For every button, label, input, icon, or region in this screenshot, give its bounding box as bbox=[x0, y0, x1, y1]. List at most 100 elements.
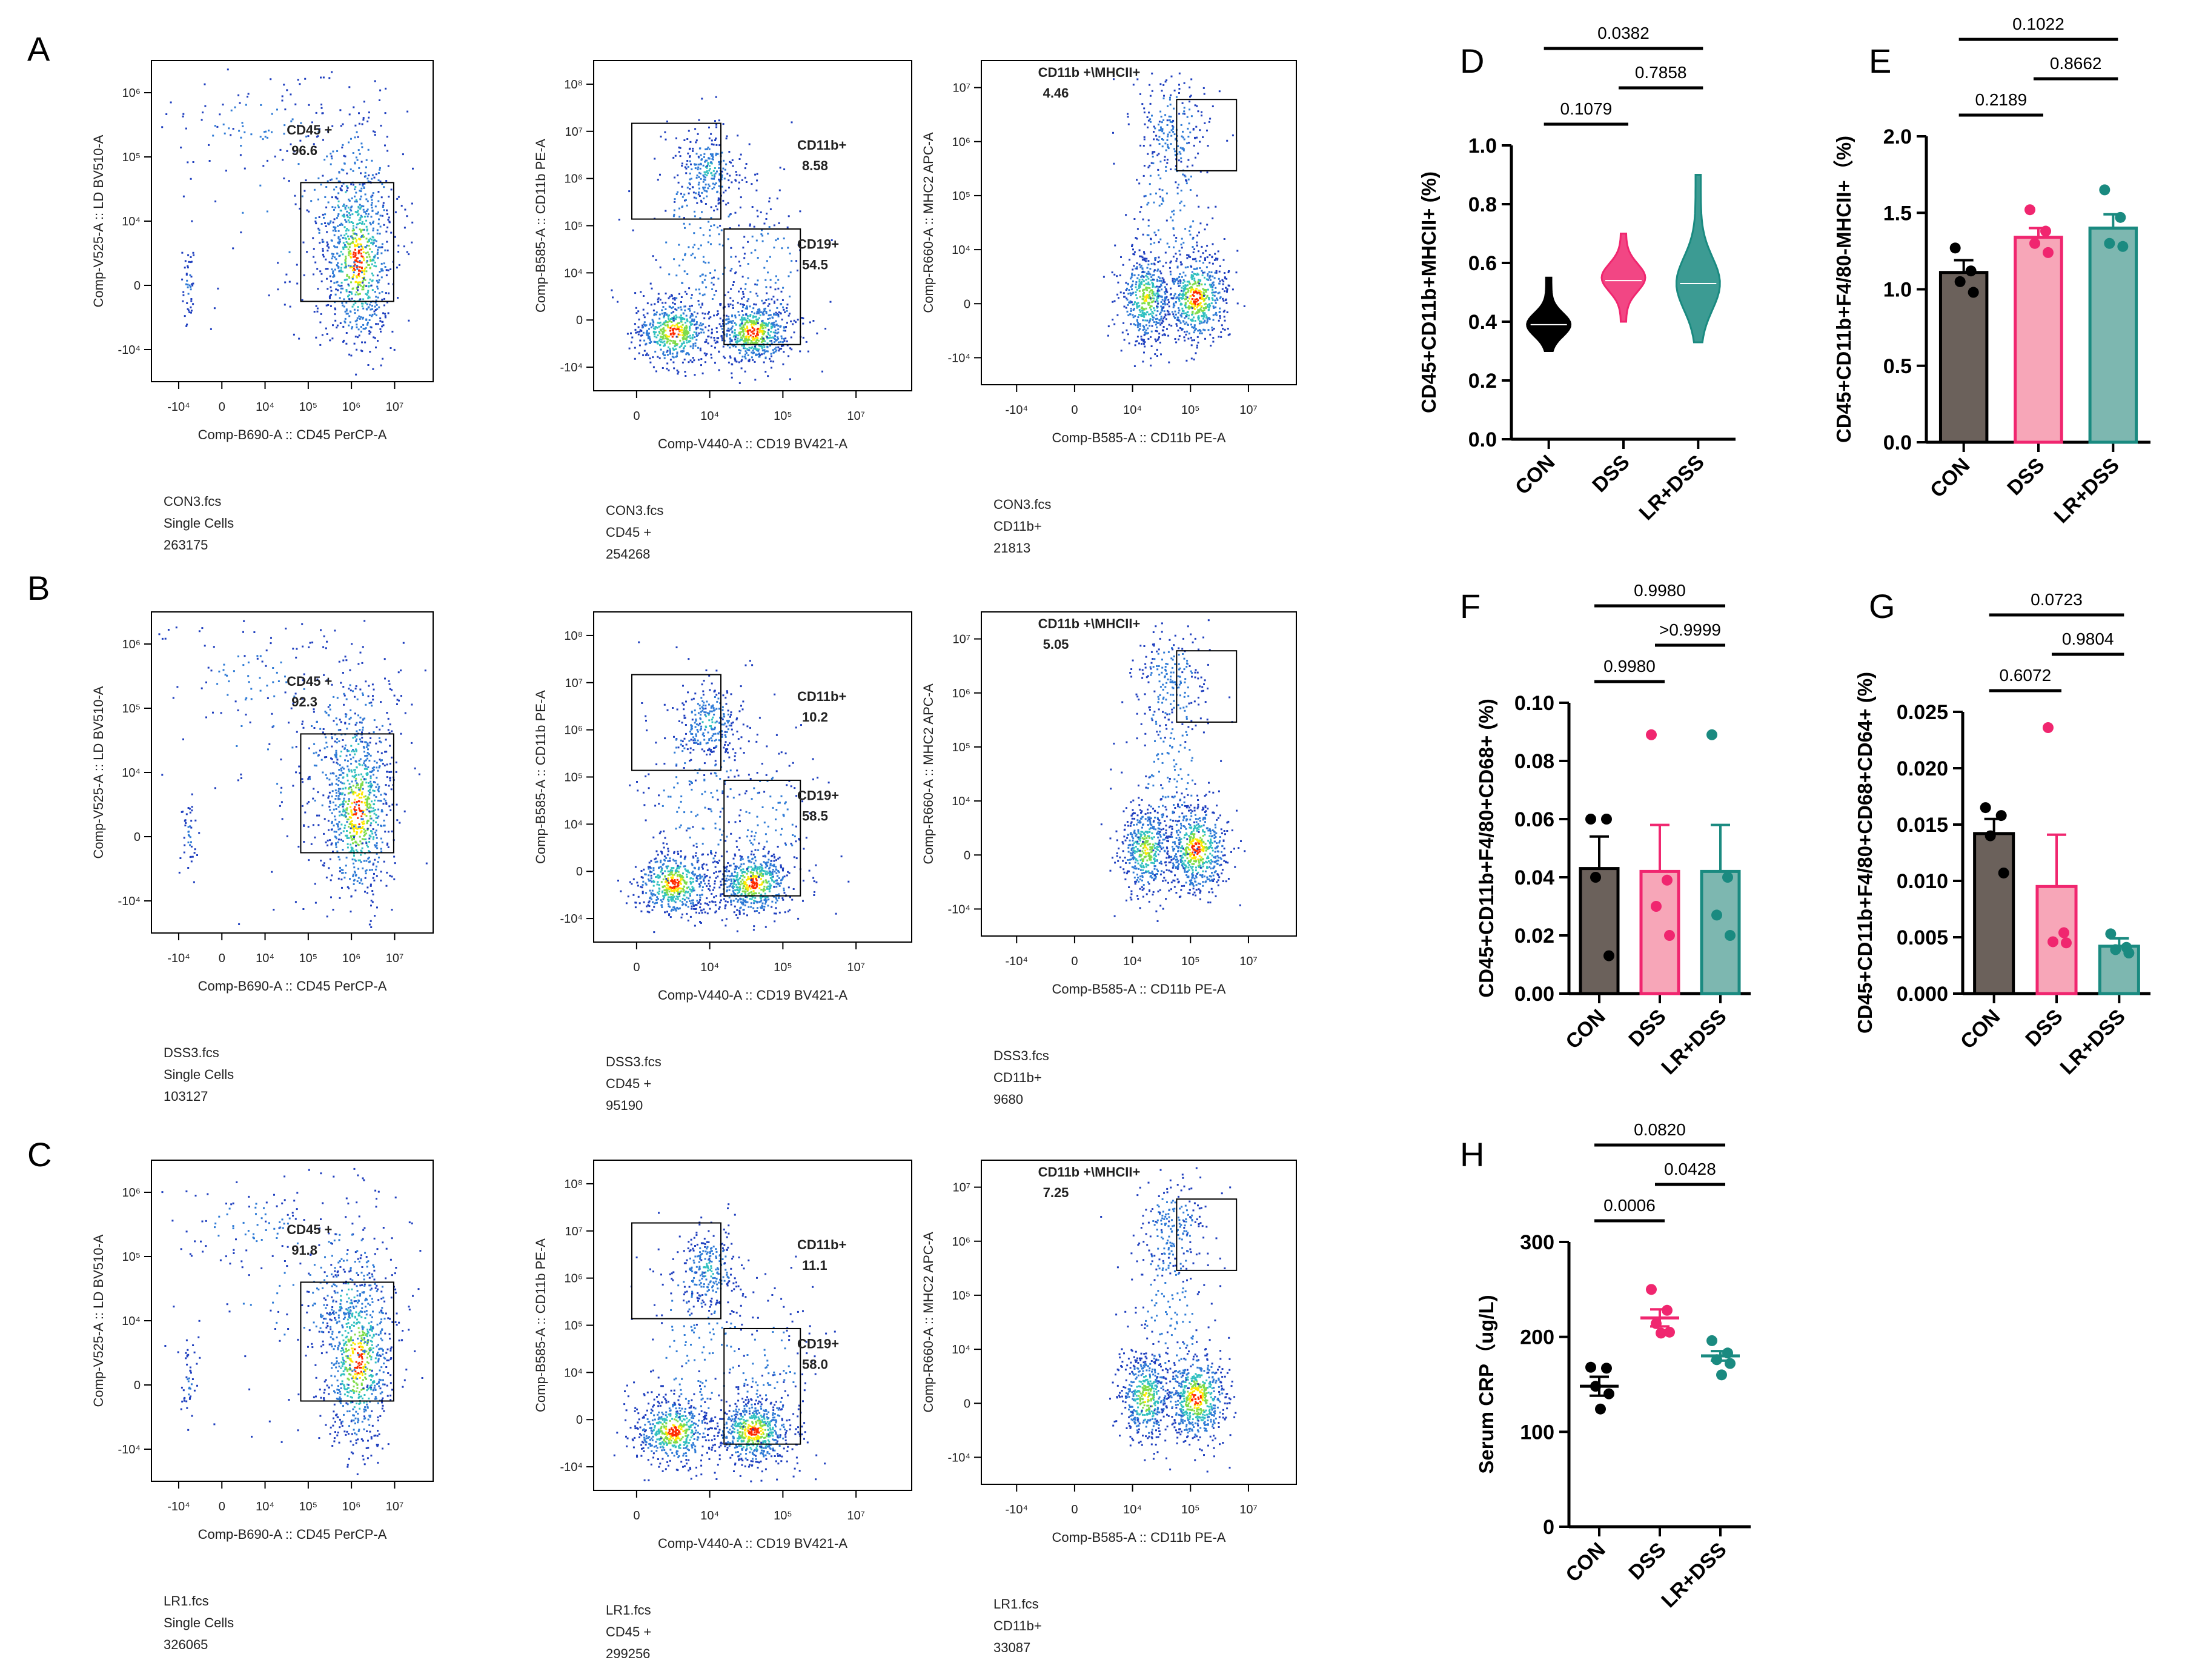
data-point bbox=[1662, 1304, 1673, 1316]
x-tick-label: 0 bbox=[1071, 1503, 1078, 1516]
x-tick-label: 0 bbox=[1071, 955, 1078, 968]
chart-F: F 0.00 0.02 0.04 0.06 0.08 0.10 CD45+CD11b+F4/8… bbox=[1460, 581, 1751, 1079]
category-label: CON bbox=[1511, 451, 1559, 499]
x-tick-label: 10⁶ bbox=[342, 400, 360, 414]
fcs-footer-line: 21813 bbox=[993, 540, 1030, 556]
data-point bbox=[1722, 872, 1733, 883]
data-point bbox=[2123, 948, 2135, 959]
data-point bbox=[1965, 265, 1977, 277]
y-tick-label: 0.020 bbox=[1897, 757, 1948, 780]
y-tick-label: 10⁵ bbox=[564, 1320, 583, 1333]
data-point bbox=[2040, 225, 2051, 237]
flow-row-C: C CD45 + 91.8 -10⁴ 0 10⁴ 10⁵ 10⁶ 10⁷ 10⁶ 10⁵ 10⁴ 0 -1… bbox=[27, 1135, 1297, 1661]
data-point bbox=[1716, 1369, 1727, 1381]
gate-percent: 11.1 bbox=[802, 1258, 827, 1273]
y-tick-label: 10⁸ bbox=[564, 1178, 583, 1191]
y-tick-label: 0.025 bbox=[1897, 701, 1948, 724]
flow-plot-frame bbox=[981, 60, 1297, 385]
y-tick-label: 0.08 bbox=[1514, 750, 1554, 773]
category-label: LR+DSS bbox=[2056, 1005, 2130, 1079]
y-tick-label: 0.4 bbox=[1468, 311, 1497, 334]
fcs-footer-line: 103127 bbox=[164, 1089, 208, 1104]
data-point bbox=[2117, 241, 2129, 252]
flow-x-axis-label: Comp-B585-A :: CD11b PE-A bbox=[1052, 1530, 1226, 1545]
fcs-footer-line: CD11b+ bbox=[993, 1070, 1042, 1085]
data-point bbox=[1662, 874, 1673, 886]
y-tick-label: 0.0 bbox=[1883, 431, 1912, 454]
x-tick-label: 10⁵ bbox=[299, 952, 318, 965]
y-tick-label: -10⁴ bbox=[948, 903, 971, 916]
gate-box bbox=[631, 122, 721, 220]
gate-name: CD11b +\MHCII+ bbox=[1038, 616, 1141, 631]
flow-y-axis-label: Comp-V525-A :: LD BV510-A bbox=[91, 686, 106, 858]
flow-y-axis-label: Comp-R660-A :: MHC2 APC-A bbox=[921, 1232, 936, 1413]
y-tick-label: 10⁴ bbox=[952, 795, 970, 808]
x-tick-label: 10⁷ bbox=[847, 961, 864, 974]
x-tick-label: 10⁴ bbox=[1123, 1503, 1142, 1516]
data-point bbox=[2047, 936, 2058, 948]
x-tick-label: 10⁵ bbox=[774, 410, 792, 423]
y-tick-label: 0.5 bbox=[1883, 355, 1912, 378]
category-label: LR+DSS bbox=[1657, 1005, 1731, 1079]
gate-box bbox=[631, 674, 721, 771]
chart-E: E 0.0 0.5 1.0 1.5 2.0 CD45+CD11b+F4/80-MHCII+（… bbox=[1832, 15, 2150, 528]
y-tick-label: 200 bbox=[1520, 1326, 1554, 1349]
category-label: DSS bbox=[1624, 1005, 1670, 1051]
y-tick-label: 0 bbox=[576, 865, 583, 878]
panel-letter-C: C bbox=[27, 1135, 51, 1174]
y-tick-label: 10⁴ bbox=[122, 1315, 141, 1328]
p-value-label: 0.1079 bbox=[1560, 99, 1613, 118]
flow-row-B: B CD45 + 92.3 -10⁴ 0 10⁴ 10⁵ 10⁶ 10⁷ 10⁶ 10⁵ 10⁴ 0 -1… bbox=[27, 569, 1297, 1113]
flow-plot-frame bbox=[593, 611, 912, 943]
gate-percent: 5.05 bbox=[1043, 637, 1069, 652]
flow-x-axis-label: Comp-B690-A :: CD45 PerCP-A bbox=[198, 1527, 387, 1542]
y-tick-label: 0.0 bbox=[1468, 428, 1497, 451]
y-tick-label: 2.0 bbox=[1883, 125, 1912, 148]
gate-name: CD11b +\MHCII+ bbox=[1038, 1164, 1141, 1180]
gate-name: CD11b+ bbox=[797, 689, 846, 704]
data-point bbox=[1725, 930, 1736, 941]
chart-G: G 0.000 0.005 0.010 0.015 0.020 0.025 CD45+CD11… bbox=[1854, 587, 2150, 1079]
flow-plot-frame bbox=[981, 611, 1297, 937]
data-point bbox=[1998, 867, 2009, 878]
y-tick-label: 10⁷ bbox=[565, 677, 583, 690]
y-tick-label: 10⁶ bbox=[952, 136, 970, 149]
p-value-label: 0.0820 bbox=[1634, 1120, 1686, 1139]
x-tick-label: 10⁴ bbox=[700, 410, 719, 423]
p-value-label: 0.1022 bbox=[2012, 15, 2064, 33]
flow-y-axis-label: Comp-B585-A :: CD11b PE-A bbox=[533, 1238, 548, 1412]
y-tick-label: -10⁴ bbox=[948, 351, 971, 365]
fcs-footer-line: 326065 bbox=[164, 1637, 208, 1652]
x-tick-label: 0 bbox=[633, 410, 640, 423]
data-point bbox=[2105, 928, 2117, 940]
x-tick-label: 10⁴ bbox=[256, 1500, 274, 1513]
flow-x-axis-label: Comp-B585-A :: CD11b PE-A bbox=[1052, 430, 1226, 445]
gate-percent: 7.25 bbox=[1043, 1185, 1069, 1200]
panel-letter-G: G bbox=[1869, 587, 1895, 625]
y-tick-label: 1.5 bbox=[1883, 202, 1912, 225]
flow-x-axis-label: Comp-B690-A :: CD45 PerCP-A bbox=[198, 427, 387, 442]
data-point bbox=[2043, 722, 2054, 734]
gate-percent: 58.0 bbox=[802, 1357, 828, 1372]
x-tick-label: 10⁵ bbox=[1181, 1503, 1200, 1516]
y-tick-label: 10⁴ bbox=[564, 267, 583, 280]
data-point bbox=[2061, 937, 2072, 949]
data-point bbox=[1984, 830, 1996, 842]
fcs-footer-line: 9680 bbox=[993, 1092, 1023, 1107]
x-tick-label: 10⁵ bbox=[774, 1509, 792, 1522]
data-point bbox=[1646, 729, 1657, 740]
data-point bbox=[1603, 1388, 1614, 1399]
flow-y-axis-label: Comp-V525-A :: LD BV510-A bbox=[91, 134, 106, 307]
flow-y-axis-label: Comp-B585-A :: CD11b PE-A bbox=[533, 139, 548, 313]
y-tick-label: 10⁶ bbox=[565, 724, 583, 737]
data-point bbox=[1725, 1358, 1736, 1369]
x-tick-label: -10⁴ bbox=[167, 1500, 190, 1513]
flow-density-dots bbox=[161, 1167, 423, 1475]
x-tick-label: 10⁴ bbox=[256, 952, 274, 965]
y-tick-label: -10⁴ bbox=[118, 895, 141, 908]
data-point bbox=[1585, 1361, 1596, 1373]
fcs-footer-line: CON3.fcs bbox=[606, 503, 663, 518]
fcs-footer-line: LR1.fcs bbox=[164, 1593, 209, 1609]
flow-plot-B-1: CD45 + 92.3 -10⁴ 0 10⁴ 10⁵ 10⁶ 10⁷ 10⁶ 10⁵ 10⁴ 0 -10… bbox=[91, 611, 434, 1104]
